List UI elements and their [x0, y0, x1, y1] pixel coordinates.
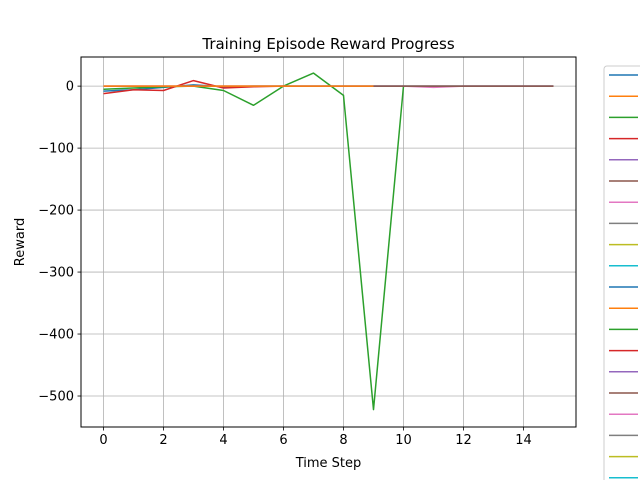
x-tick-label: 6: [279, 433, 287, 448]
x-tick-label: 10: [395, 433, 412, 448]
series-lines: [103, 72, 554, 411]
y-axis-label: Reward: [13, 218, 28, 266]
x-tick-label: 4: [219, 433, 227, 448]
y-tick-label: −300: [38, 266, 74, 281]
y-tick-label: −500: [38, 390, 74, 405]
axis-ticks: 0 2 4 6 8 10 12 14 0 −100 −200 −300 −400 −500: [38, 80, 531, 448]
chart-title: Training Episode Reward Progress: [201, 35, 454, 53]
series-line-2: [103, 72, 405, 411]
y-tick-label: 0: [66, 80, 74, 95]
x-tick-label: 0: [99, 433, 107, 448]
x-tick-label: 14: [515, 433, 532, 448]
x-tick-label: 12: [455, 433, 472, 448]
x-axis-label: Time Step: [295, 456, 362, 471]
legend: [603, 65, 640, 480]
y-tick-label: −100: [38, 142, 74, 157]
x-tick-label: 8: [339, 433, 347, 448]
plot-frame: [80, 56, 577, 428]
x-tick-label: 2: [159, 433, 167, 448]
y-tick-label: −400: [38, 328, 74, 343]
y-tick-label: −200: [38, 204, 74, 219]
legend-box: [603, 65, 640, 480]
grid-lines: [81, 57, 576, 427]
